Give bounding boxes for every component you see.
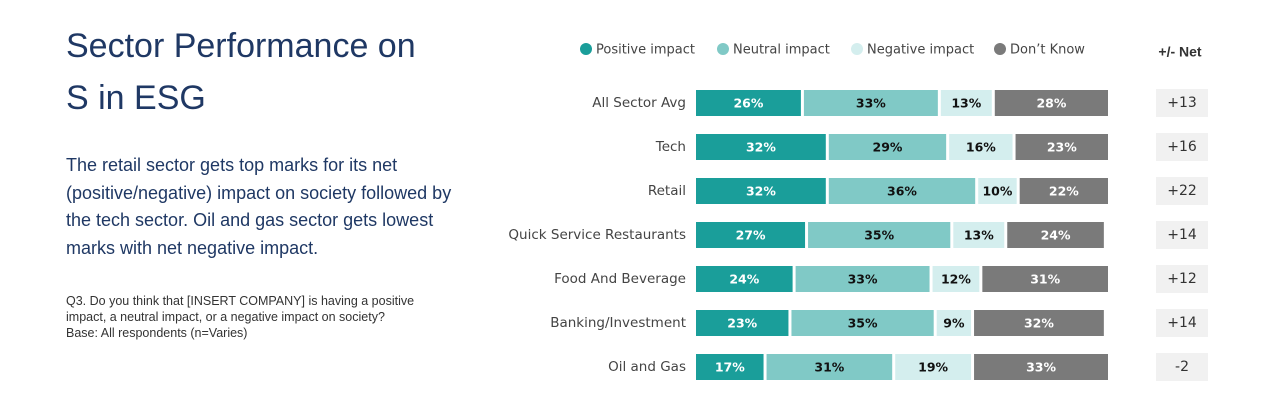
data-label: 19% <box>918 360 948 375</box>
bar-segment <box>974 354 1108 380</box>
legend-label: Positive impact <box>596 43 695 58</box>
bar-segment <box>982 266 1108 292</box>
bar-segment <box>696 266 793 292</box>
net-box <box>1156 177 1208 205</box>
footnote: Q3. Do you think that [INSERT COMPANY] i… <box>66 294 415 340</box>
net-box <box>1156 221 1208 249</box>
data-label: 31% <box>1030 272 1060 287</box>
bar-segment <box>766 354 893 380</box>
bar-segment <box>940 90 992 116</box>
net-label: +16 <box>1167 139 1197 155</box>
data-label: 9% <box>943 316 965 331</box>
category-label: All Sector Avg <box>592 95 686 111</box>
data-label: 13% <box>964 228 994 243</box>
data-label: 13% <box>951 96 981 111</box>
category-label: Retail <box>648 183 686 199</box>
bar-segment <box>974 310 1104 336</box>
category-label: Quick Service Restaurants <box>508 227 686 243</box>
data-label: 26% <box>733 96 763 111</box>
net-label: +14 <box>1167 227 1197 243</box>
data-label: 22% <box>1049 184 1079 199</box>
bar-segment <box>696 222 806 248</box>
bar-segment <box>696 178 826 204</box>
data-label: 32% <box>746 140 776 155</box>
data-label: 12% <box>941 272 971 287</box>
data-label: 10% <box>982 184 1012 199</box>
bar-segment <box>696 310 789 336</box>
data-label: 33% <box>848 272 878 287</box>
net-label: +14 <box>1167 315 1197 331</box>
legend-label: Don’t Know <box>1010 43 1085 58</box>
legend-marker <box>717 43 729 55</box>
net-label: -2 <box>1175 359 1189 375</box>
data-label: 32% <box>746 184 776 199</box>
data-label: 17% <box>715 360 745 375</box>
net-label: +12 <box>1167 271 1197 287</box>
bar-segment <box>953 222 1005 248</box>
bar-segment <box>1007 222 1104 248</box>
bar-segment <box>932 266 980 292</box>
bar-segment <box>808 222 951 248</box>
net-box <box>1156 265 1208 293</box>
bar-segment <box>936 310 972 336</box>
net-label: +22 <box>1167 183 1197 199</box>
data-label: 23% <box>727 316 757 331</box>
bar-segment <box>949 134 1013 160</box>
bar-segment <box>1015 134 1108 160</box>
bar-segment <box>828 134 947 160</box>
data-label: 35% <box>848 316 878 331</box>
legend-label: Neutral impact <box>733 43 830 58</box>
category-label: Oil and Gas <box>608 359 686 375</box>
bar-segment <box>1019 178 1108 204</box>
data-label: 33% <box>856 96 886 111</box>
data-label: 35% <box>864 228 894 243</box>
net-box <box>1156 89 1208 117</box>
data-label: 28% <box>1036 96 1066 111</box>
data-label: 24% <box>1041 228 1071 243</box>
bar-segment <box>696 354 764 380</box>
data-label: 33% <box>1026 360 1056 375</box>
net-box <box>1156 133 1208 161</box>
bar-segment <box>994 90 1108 116</box>
bar-segment <box>795 266 930 292</box>
title: Sector Performance on S in ESG <box>66 27 416 117</box>
legend-marker <box>994 43 1006 55</box>
category-label: Banking/Investment <box>550 315 686 331</box>
bar-segment <box>696 134 826 160</box>
description: The retail sector gets top marks for its… <box>66 155 452 258</box>
bar-segment <box>978 178 1017 204</box>
data-label: 32% <box>1024 316 1054 331</box>
bar-segment <box>791 310 934 336</box>
net-box <box>1156 309 1208 337</box>
data-label: 16% <box>966 140 996 155</box>
data-label: 36% <box>887 184 917 199</box>
bar-segment <box>895 354 972 380</box>
bar-segment <box>696 90 801 116</box>
data-label: 27% <box>736 228 766 243</box>
data-label: 23% <box>1047 140 1077 155</box>
bar-segment <box>828 178 976 204</box>
legend-label: Negative impact <box>867 43 974 58</box>
legend-marker <box>580 43 592 55</box>
data-label: 29% <box>873 140 903 155</box>
net-label: +13 <box>1167 95 1197 111</box>
category-label: Tech <box>655 139 686 155</box>
bar-segment <box>803 90 938 116</box>
net-header: +/- Net <box>1158 44 1202 60</box>
data-label: 31% <box>814 360 844 375</box>
data-label: 24% <box>729 272 759 287</box>
net-box <box>1156 353 1208 381</box>
legend-marker <box>851 43 863 55</box>
category-label: Food And Beverage <box>554 271 686 287</box>
